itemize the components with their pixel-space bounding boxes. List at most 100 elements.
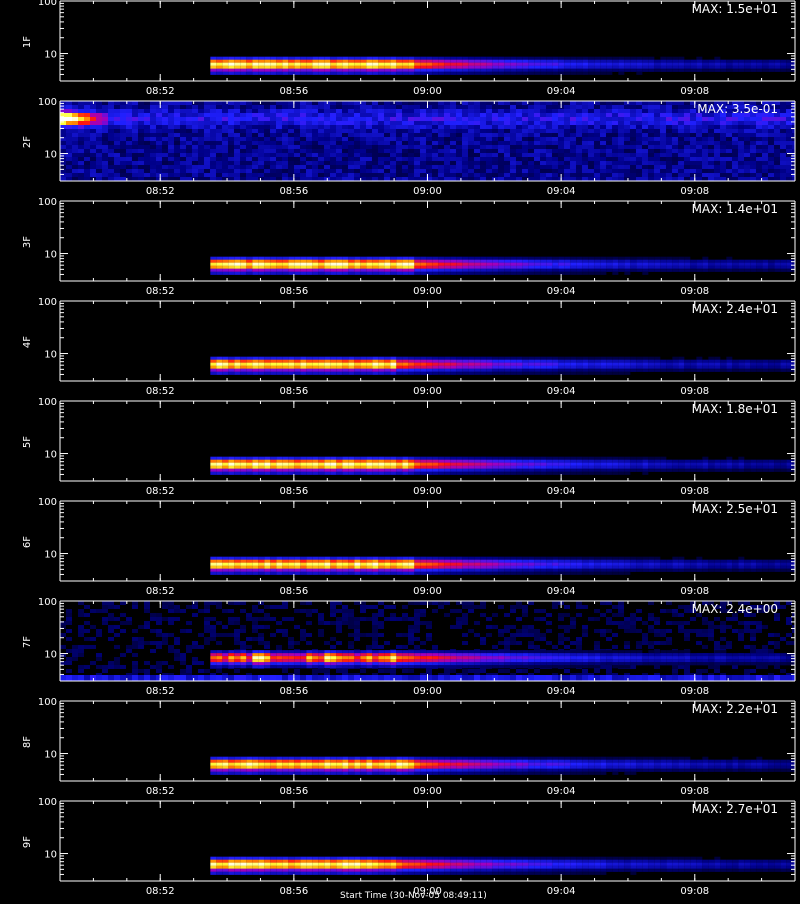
heatmap-cell (708, 153, 714, 157)
heatmap-cell (762, 153, 768, 157)
heatmap-cell (432, 269, 438, 272)
heatmap-cell (564, 463, 570, 466)
heatmap-cell (570, 113, 576, 117)
heatmap-cell (240, 266, 246, 269)
heatmap-cell (414, 57, 420, 60)
heatmap-cell (564, 109, 570, 113)
heatmap-cell (690, 260, 696, 263)
heatmap-cell (468, 157, 474, 161)
heatmap-cell (144, 137, 150, 141)
heatmap-cell (366, 466, 372, 469)
heatmap-cell (150, 121, 156, 125)
heatmap-cell (462, 57, 468, 60)
heatmap-cell (546, 257, 552, 260)
heatmap-cell (318, 121, 324, 125)
heatmap-cell (354, 169, 360, 173)
heatmap-cell (360, 60, 366, 63)
heatmap-cell (774, 153, 780, 157)
heatmap-cell (378, 469, 384, 472)
heatmap-cell (402, 109, 408, 113)
y-tick-label: 100 (38, 0, 57, 8)
heatmap-cell (378, 145, 384, 149)
heatmap-cell (402, 66, 408, 69)
heatmap-cell (318, 257, 324, 260)
heatmap-cell (90, 121, 96, 125)
heatmap-cell (126, 157, 132, 161)
heatmap-cell (522, 260, 528, 263)
heatmap-cell (168, 101, 174, 105)
heatmap-cell (684, 153, 690, 157)
heatmap-cell (324, 129, 330, 133)
heatmap-cell (456, 117, 462, 121)
heatmap-cell (444, 457, 450, 460)
heatmap-cell (678, 145, 684, 149)
heatmap-cell (498, 366, 504, 369)
heatmap-cell (468, 141, 474, 145)
heatmap-cell (210, 109, 216, 113)
heatmap-cell (246, 137, 252, 141)
heatmap-cell (492, 263, 498, 266)
heatmap-cell (258, 272, 264, 275)
heatmap-cell (486, 460, 492, 463)
heatmap-cell (612, 463, 618, 466)
heatmap-cell (216, 69, 222, 72)
heatmap-cell (756, 149, 762, 153)
heatmap-cell (192, 161, 198, 165)
heatmap-cell (240, 260, 246, 263)
heatmap-cell (720, 260, 726, 263)
heatmap-cell (120, 117, 126, 121)
heatmap-cell (546, 145, 552, 149)
heatmap-cell (630, 109, 636, 113)
heatmap-cell (348, 145, 354, 149)
heatmap-cell (342, 360, 348, 363)
heatmap-cell (342, 121, 348, 125)
heatmap-cell (360, 145, 366, 149)
heatmap-cell (576, 117, 582, 121)
heatmap-cell (156, 137, 162, 141)
heatmap-cell (348, 173, 354, 177)
heatmap-cell (306, 113, 312, 117)
heatmap-cell (636, 149, 642, 153)
heatmap-cell (198, 149, 204, 153)
heatmap-cell (462, 113, 468, 117)
heatmap-cell (288, 121, 294, 125)
heatmap-cell (444, 121, 450, 125)
heatmap-cell (378, 157, 384, 161)
heatmap-cell (276, 165, 282, 169)
heatmap-cell (210, 72, 216, 75)
heatmap-cell (126, 145, 132, 149)
heatmap-cell (240, 133, 246, 137)
heatmap-cell (420, 269, 426, 272)
heatmap-cell (684, 101, 690, 105)
heatmap-cell (384, 69, 390, 72)
heatmap-cell (474, 263, 480, 266)
heatmap-cell (516, 357, 522, 360)
heatmap-cell (786, 266, 792, 269)
heatmap-cell (612, 69, 618, 72)
heatmap-cell (222, 66, 228, 69)
heatmap-cell (654, 117, 660, 121)
heatmap-cell (288, 469, 294, 472)
heatmap-cell (678, 105, 684, 109)
heatmap-cell (276, 69, 282, 72)
heatmap-cell (354, 66, 360, 69)
heatmap-cell (396, 125, 402, 129)
heatmap-cell (240, 357, 246, 360)
heatmap-cell (414, 149, 420, 153)
heatmap-cell (678, 121, 684, 125)
heatmap-cell (720, 177, 726, 181)
heatmap-cell (546, 137, 552, 141)
heatmap-cell (414, 113, 420, 117)
heatmap-cell (720, 125, 726, 129)
heatmap-cell (240, 60, 246, 63)
heatmap-cell (318, 129, 324, 133)
heatmap-cell (480, 60, 486, 63)
heatmap-cell (408, 113, 414, 117)
heatmap-cell (84, 117, 90, 121)
heatmap-cell (330, 269, 336, 272)
heatmap-cell (300, 145, 306, 149)
heatmap-cell (300, 165, 306, 169)
heatmap-cell (534, 372, 540, 375)
heatmap-cell (606, 117, 612, 121)
heatmap-cell (516, 161, 522, 165)
